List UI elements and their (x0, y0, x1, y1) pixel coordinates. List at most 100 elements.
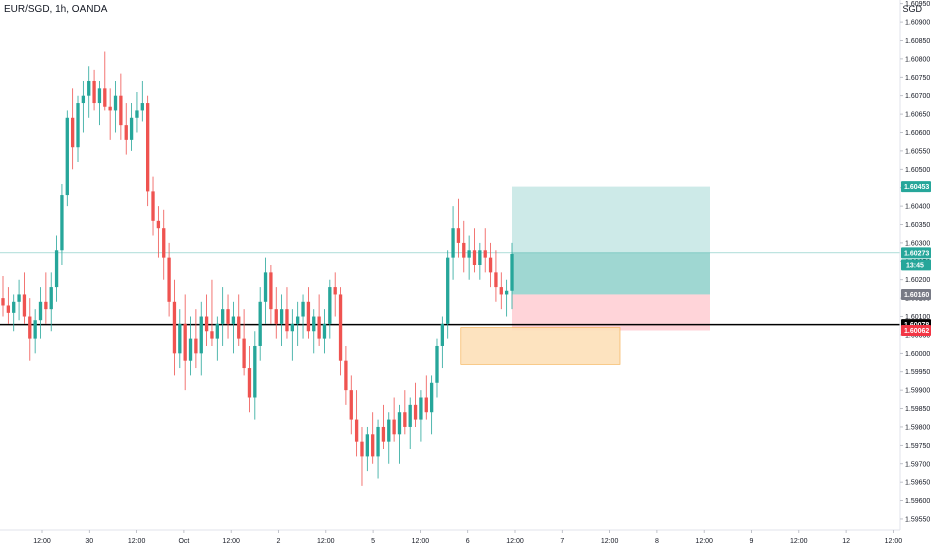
candle-body (365, 434, 369, 457)
candle-body (199, 316, 203, 354)
candle-body (419, 397, 423, 420)
candle-body (440, 323, 445, 346)
candle-body (317, 316, 321, 339)
candle-body (435, 345, 439, 383)
candle-body (226, 309, 230, 324)
price-tick-label: 1.59600 (905, 498, 930, 505)
candle-body (167, 257, 171, 302)
candle-body (269, 272, 273, 310)
candle-body (6, 305, 11, 313)
candle-body (306, 301, 311, 332)
time-tick-label: 12:00 (317, 538, 335, 545)
candle-body (429, 382, 434, 413)
price-tick-label: 1.59750 (905, 443, 930, 450)
candle-body (54, 250, 59, 288)
price-tick-label: 1.60950 (905, 1, 930, 8)
time-tick-label: 5 (371, 538, 375, 545)
candle-body (467, 250, 471, 258)
candle-body (478, 250, 482, 265)
candle-body (237, 316, 241, 339)
target-price-tag-bg (901, 181, 931, 193)
candle-body (413, 404, 418, 420)
candle-body (504, 290, 509, 295)
profit-zone (512, 186, 710, 295)
time-tick-label: 2 (277, 538, 281, 545)
price-tick-label: 1.59700 (905, 461, 930, 468)
candle-body (33, 320, 37, 339)
candle-body (349, 390, 353, 420)
candle-body (387, 419, 391, 442)
candle-body (146, 103, 150, 192)
price-tick-label: 1.60600 (905, 130, 930, 137)
time-tick-label: 12:00 (506, 538, 524, 545)
price-tick-label: 1.60200 (905, 277, 930, 284)
candle-body (178, 323, 182, 354)
candle-body (22, 294, 27, 317)
candle-body (424, 397, 428, 413)
price-tick-label: 1.60500 (905, 167, 930, 174)
candle-body (263, 272, 268, 302)
candle-body (135, 110, 139, 118)
candle-body (119, 95, 123, 126)
price-tick-label: 1.60850 (905, 38, 930, 45)
candle-body (92, 80, 96, 104)
candle-body (162, 228, 166, 258)
time-tick-label: 8 (655, 538, 659, 545)
time-tick-label: 12:00 (601, 538, 619, 545)
candle-body (183, 323, 187, 361)
candle-body (60, 195, 64, 251)
candle-body (17, 294, 21, 302)
time-tick-label: 12:00 (695, 538, 713, 545)
candle-body (451, 228, 455, 258)
candle-body (376, 426, 380, 457)
candle-body (446, 257, 450, 324)
price-tick-label: 1.60650 (905, 112, 930, 119)
demand-zone (460, 327, 621, 365)
price-tick-label: 1.60000 (905, 351, 930, 358)
price-tick-label: 1.60350 (905, 222, 930, 229)
target-price-tag: 1.60453 (904, 184, 929, 191)
candle-body (408, 404, 412, 427)
candle-body (462, 242, 466, 258)
candle-body (296, 316, 300, 324)
candle-body (312, 316, 316, 332)
candle-body (328, 287, 332, 324)
price-tick-label: 1.60900 (905, 20, 930, 27)
candle-body (81, 95, 86, 104)
countdown-tag-bg (901, 259, 931, 271)
candle-body (12, 301, 16, 313)
time-tick-label: 9 (750, 538, 754, 545)
candle-body (108, 106, 112, 111)
candle-body (140, 103, 144, 111)
candle-body (333, 287, 337, 295)
candle-body (70, 117, 75, 148)
candle-body (338, 294, 343, 361)
candle-body (124, 125, 128, 140)
candle-body (113, 95, 118, 111)
stop-price-tag-bg (901, 325, 931, 337)
currency-label: SGD (902, 4, 922, 14)
time-tick-label: 12 (842, 538, 850, 545)
candle-body (38, 301, 43, 321)
candle-body (392, 419, 396, 435)
current-price-tag: 1.60273 (904, 250, 929, 257)
candle-body (172, 301, 177, 354)
stop-price-tag: 1.60062 (904, 328, 929, 335)
time-tick-label: 30 (85, 538, 93, 545)
candle-body (247, 368, 252, 398)
candle-body (65, 117, 69, 196)
candle-body (188, 338, 193, 361)
candle-body (215, 323, 219, 339)
profit-zone-filled (512, 252, 710, 295)
candle-body (397, 412, 402, 435)
candle-body (381, 426, 386, 442)
time-tick-label: 12:00 (790, 538, 808, 545)
candle-body (510, 253, 514, 291)
candle-body (103, 88, 107, 107)
symbol-title: EUR/SGD, 1h, OANDA (4, 4, 108, 15)
candle-body (499, 287, 503, 295)
price-tick-label: 1.60750 (905, 75, 930, 82)
price-tick-label: 1.59800 (905, 424, 930, 431)
